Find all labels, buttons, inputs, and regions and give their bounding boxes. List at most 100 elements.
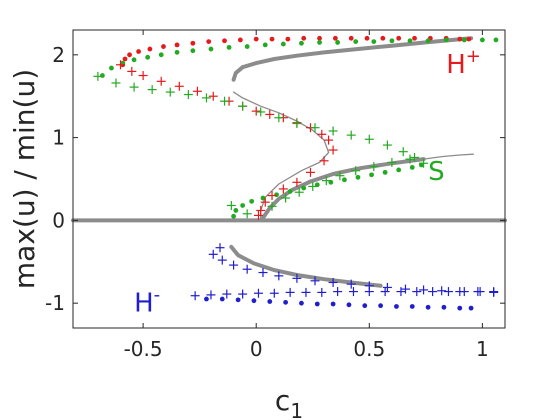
series-layer: [71, 35, 507, 311]
data-point: [419, 285, 429, 295]
data-point: [382, 140, 392, 150]
data-point: [455, 287, 465, 297]
data-point: [190, 48, 196, 54]
data-point: [208, 249, 218, 259]
series-middle-grey-branch: [261, 157, 426, 220]
data-point: [190, 291, 200, 301]
data-point: [161, 44, 166, 49]
x-tick-label: 0: [250, 337, 263, 361]
data-point: [265, 109, 275, 119]
x-axis-label: c1: [275, 384, 303, 420]
data-point: [251, 106, 261, 116]
data-point: [321, 176, 331, 186]
data-point: [301, 185, 307, 191]
data-point: [396, 35, 402, 41]
data-point: [208, 46, 214, 52]
data-point: [100, 73, 105, 78]
data-point: [333, 287, 343, 297]
data-point: [332, 35, 338, 41]
data-point: [362, 303, 368, 309]
data-point: [262, 42, 268, 48]
y-axis-label: max(u) / min(u): [8, 69, 41, 289]
x-tick-label: 1: [476, 337, 489, 361]
series-h-min-dots: [204, 296, 474, 311]
data-point: [441, 304, 447, 310]
data-point: [111, 78, 121, 88]
data-point: [380, 35, 386, 41]
data-point: [335, 171, 345, 181]
data-point: [93, 71, 103, 81]
data-point: [419, 158, 429, 168]
data-point: [364, 134, 374, 144]
data-point: [240, 203, 246, 208]
data-point: [237, 37, 243, 43]
data-point: [380, 287, 390, 297]
data-point: [428, 287, 438, 297]
data-point: [192, 86, 202, 96]
data-point: [127, 52, 132, 58]
series-curve: [231, 36, 474, 82]
data-point: [136, 49, 141, 54]
data-point: [156, 76, 166, 86]
data-point: [317, 40, 322, 45]
data-point: [437, 286, 447, 296]
annotation-h-minus: H-: [134, 284, 160, 318]
data-point: [226, 44, 232, 50]
series-curve: [261, 157, 426, 220]
series-s-lower-plus: [226, 154, 415, 219]
data-point: [267, 191, 277, 201]
data-point: [222, 289, 232, 299]
data-point: [346, 130, 356, 140]
data-point: [183, 90, 193, 100]
data-point: [206, 290, 216, 300]
series-curve: [229, 244, 383, 288]
data-point: [348, 35, 354, 41]
data-point: [190, 40, 196, 46]
data-point: [287, 189, 293, 194]
data-point: [314, 301, 320, 307]
data-point: [208, 91, 218, 101]
series-unstable-upper-tail: [422, 153, 474, 160]
data-point: [328, 145, 338, 155]
data-point: [285, 36, 291, 42]
data-point: [138, 71, 148, 81]
data-point: [317, 129, 327, 139]
data-point: [319, 156, 329, 166]
data-point: [398, 147, 408, 157]
data-point: [425, 38, 431, 44]
data-point: [466, 36, 472, 42]
data-point: [473, 287, 483, 297]
data-point: [253, 36, 259, 42]
data-point: [256, 107, 266, 117]
data-point: [174, 49, 180, 55]
data-point: [400, 284, 410, 294]
data-point: [409, 304, 415, 309]
data-point: [342, 177, 347, 183]
series-h-max-plus: [208, 243, 499, 297]
data-point: [457, 305, 463, 311]
annotation-s: S: [428, 157, 445, 187]
data-point: [335, 40, 341, 45]
data-point: [281, 193, 291, 203]
data-point: [382, 282, 392, 292]
data-point: [389, 38, 395, 44]
data-point: [301, 35, 307, 41]
series-lower-grey-branch: [229, 244, 383, 288]
y-tick-label: 2: [52, 43, 65, 67]
data-point: [364, 281, 374, 291]
data-point: [409, 165, 415, 170]
data-point: [242, 209, 252, 219]
data-point: [215, 243, 225, 253]
axes-box: [72, 29, 506, 329]
data-point: [204, 296, 209, 302]
data-point: [310, 276, 320, 286]
data-point: [226, 200, 236, 210]
x-tick-label: 0.5: [353, 337, 385, 361]
data-point: [364, 35, 370, 41]
data-point: [317, 287, 327, 297]
data-point: [479, 37, 485, 43]
data-point: [244, 44, 250, 49]
data-point: [233, 208, 239, 213]
series-s-max-dots: [100, 37, 499, 78]
data-point: [258, 268, 268, 278]
